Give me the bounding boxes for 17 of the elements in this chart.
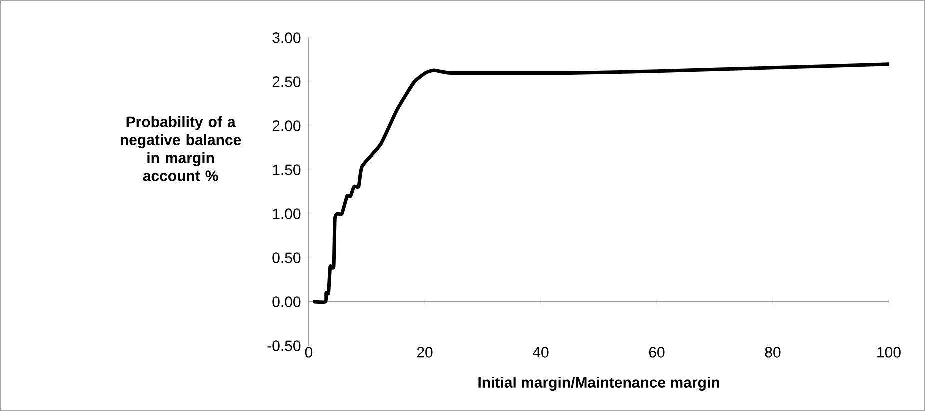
y-tick-label: -0.50	[268, 340, 301, 352]
y-tick-label: 1.00	[273, 208, 301, 220]
y-axis-title: Probability of a negative balance in margin account %	[120, 116, 242, 182]
x-axis-title: Initial margin/Maintenance margin	[478, 376, 720, 392]
y-tick-label: 2.00	[272, 120, 301, 132]
line-series	[313, 62, 889, 304]
x-tick-label: 40	[533, 347, 549, 358]
y-tick-label: 1.50	[273, 164, 301, 176]
x-tick-label: 0	[305, 347, 313, 358]
y-tick-label: 0.50	[272, 252, 301, 264]
x-tick-label: 20	[417, 347, 433, 358]
x-tick-label: 80	[765, 347, 781, 358]
x-tick-label: 100	[878, 347, 901, 358]
y-tick-label: 2.50	[272, 76, 301, 88]
y-tick-label: 3.00	[272, 32, 301, 44]
x-tick-label: 60	[649, 347, 665, 358]
y-tick-label: 0.00	[272, 296, 301, 308]
